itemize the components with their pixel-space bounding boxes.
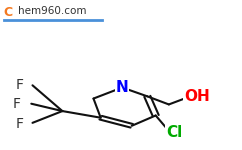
- Text: N: N: [116, 80, 129, 95]
- Text: F: F: [15, 117, 23, 131]
- Text: F: F: [15, 78, 23, 92]
- Text: hem960.com: hem960.com: [18, 6, 86, 16]
- Text: F: F: [13, 97, 21, 111]
- Text: OH: OH: [184, 89, 210, 104]
- Text: C: C: [4, 6, 13, 19]
- Text: Cl: Cl: [166, 125, 182, 140]
